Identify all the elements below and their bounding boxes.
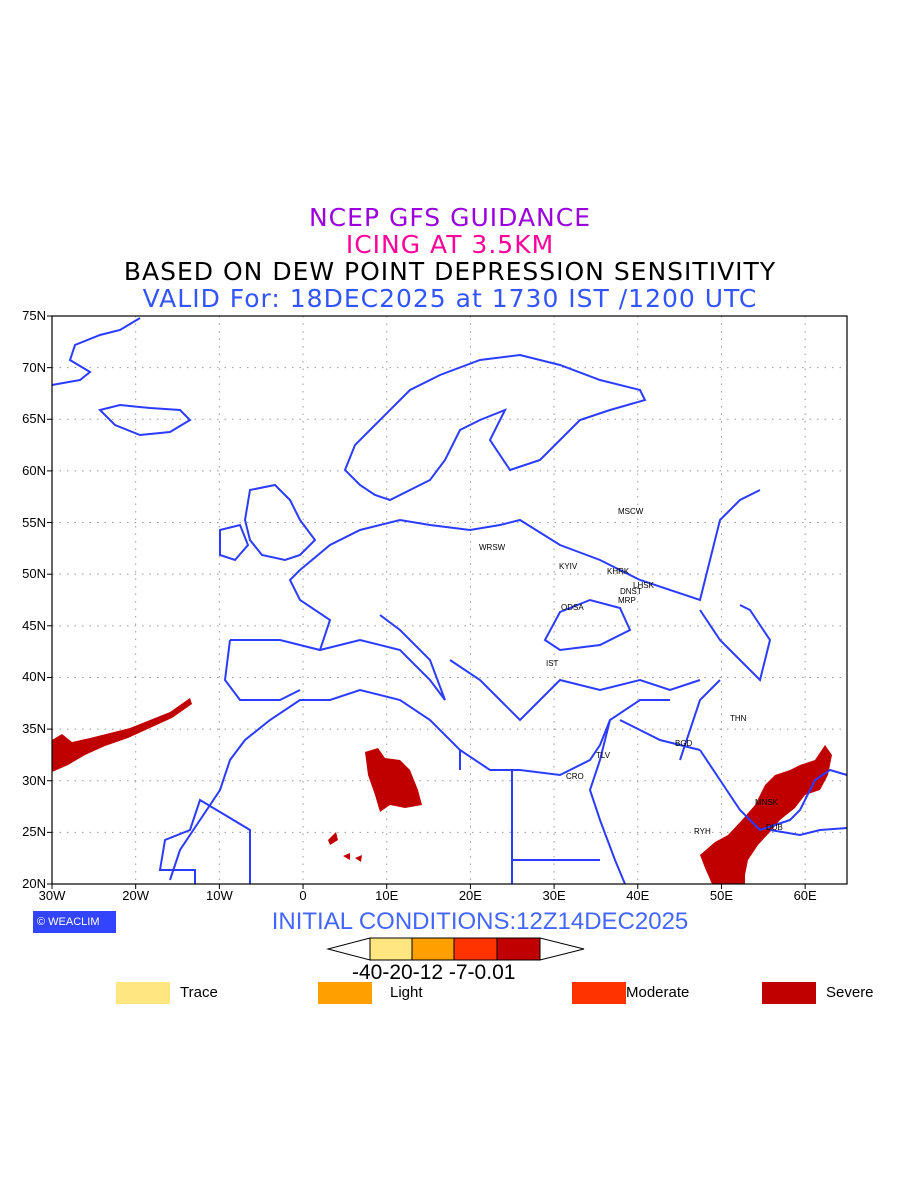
colorbar-arrow-right [539, 937, 585, 961]
title-line1: NCEP GFS GUIDANCE [308, 203, 591, 232]
lon-tick-label: 20E [458, 888, 482, 903]
city-label: TLV [596, 751, 611, 760]
title-line3: BASED ON DEW POINT DEPRESSION SENSITIVIT… [123, 257, 777, 286]
logo-text: © WEACLIM [37, 916, 100, 928]
city-label: THN [730, 714, 747, 723]
lat-tick-label: 25N [22, 824, 46, 840]
icing-severe-areas [52, 698, 832, 884]
lat-tick-label: 65N [22, 411, 46, 427]
lon-tick-label: 30W [38, 888, 66, 903]
lat-tick-label: 70N [22, 359, 46, 375]
city-label: BGD [675, 739, 693, 748]
title-line4: VALID For: 18DEC2025 at 1730 IST /1200 U… [142, 284, 758, 313]
legend-swatch-moderate [572, 982, 626, 1004]
legend-label-trace: Trace [180, 984, 218, 1001]
colorbar-trace [369, 937, 413, 961]
lon-tick-label: 50E [709, 888, 734, 903]
lat-tick-label: 50N [22, 566, 46, 582]
lat-tick-label: 40N [22, 669, 46, 685]
lat-tick-label: 60N [22, 462, 46, 478]
city-label: MNSK [755, 798, 779, 807]
city-label: KYIV [559, 562, 578, 571]
lon-tick-label: 10W [205, 888, 233, 903]
lat-tick-label: 30N [22, 772, 46, 788]
icing-patch-algeria [365, 748, 422, 812]
city-label: RYH [694, 827, 711, 836]
city-label: DUB [766, 823, 783, 832]
city-label: WRSW [479, 543, 506, 552]
lat-tick-label: 75N [22, 308, 46, 323]
icing-patch-atlantic [52, 698, 192, 772]
lat-tick-label: 45N [22, 617, 46, 633]
colorbar-light [411, 937, 455, 961]
city-label: IST [546, 659, 559, 668]
colorbar-severe [496, 937, 541, 961]
graticule [52, 316, 847, 884]
city-label: LHSK [633, 581, 654, 590]
icing-patch-north-africa-small [328, 832, 362, 862]
icing-patch-gulf [700, 745, 832, 884]
city-label: DNST [620, 587, 642, 596]
legend-label-light: Light [390, 984, 423, 1001]
lon-tick-label: 30E [542, 888, 566, 903]
city-label: MRP [618, 596, 636, 605]
city-label: MSCW [618, 507, 644, 516]
lon-tick-label: 60E [793, 888, 817, 903]
lon-tick-label: 40E [626, 888, 650, 903]
colorbar-labels: -40-20-12 -7-0.01 [352, 961, 516, 984]
lat-tick-label: 55N [22, 514, 46, 530]
lon-tick-label: 10E [375, 888, 399, 903]
city-label: CRO [566, 772, 584, 781]
legend-swatch-trace [116, 982, 170, 1004]
colorbar [326, 937, 585, 961]
lon-tick-label: 0 [299, 888, 307, 903]
legend-label-severe: Severe [826, 984, 874, 1001]
legend-swatch-light [318, 982, 372, 1004]
city-label: ODSA [561, 603, 584, 612]
city-label: KHRK [607, 567, 630, 576]
map-frame [51, 315, 848, 885]
coastlines-and-borders [51, 317, 848, 885]
weaclim-logo: © WEACLIM [33, 911, 116, 933]
legend-label-moderate: Moderate [626, 984, 690, 1001]
lon-tick-label: 20W [122, 888, 150, 903]
axis-ticks [47, 315, 806, 889]
initial-conditions: INITIAL CONDITIONS:12Z14DEC2025 [271, 908, 689, 935]
lat-tick-label: 20N [22, 876, 46, 891]
colorbar-arrow-left [326, 937, 371, 961]
legend-swatch-severe [762, 982, 816, 1004]
lat-tick-label: 35N [22, 721, 46, 737]
title-line2: ICING AT 3.5KM [345, 230, 555, 259]
colorbar-moderate [453, 937, 498, 961]
